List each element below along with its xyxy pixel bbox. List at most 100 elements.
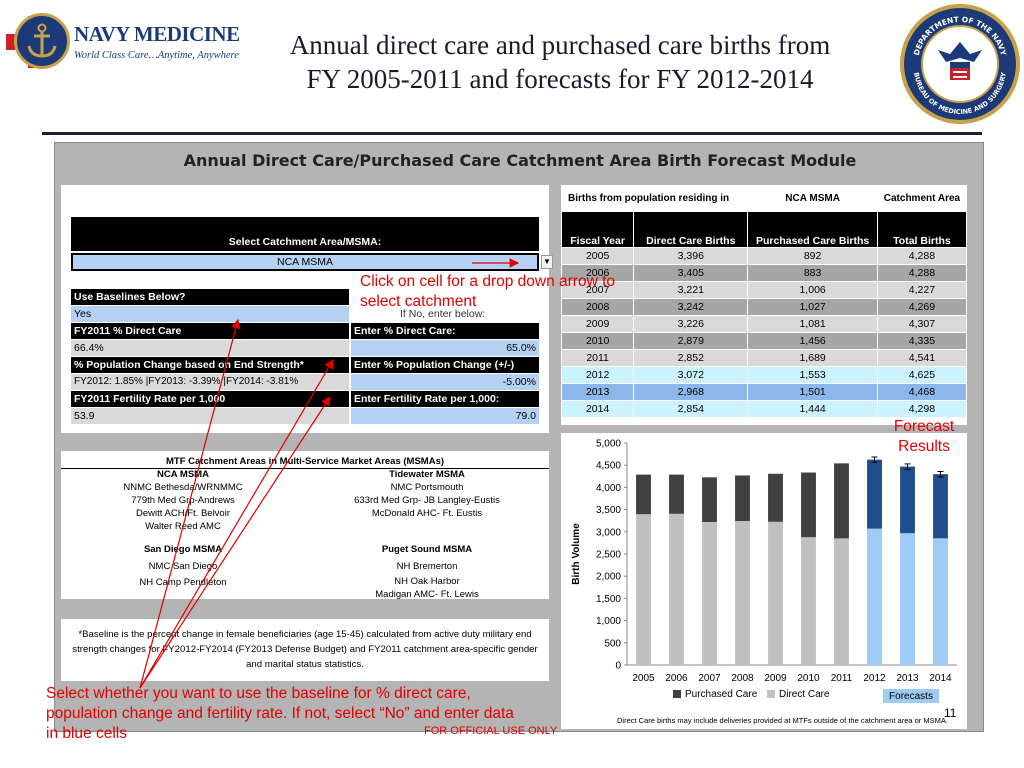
nca-msma-title: NCA MSMA [157, 469, 209, 480]
cell-year: 2010 [560, 332, 635, 350]
cell-purchased: 1,501 [747, 383, 878, 401]
births-header-area: NCA MSMA [747, 185, 878, 212]
direct-care-bar [768, 521, 783, 665]
y-axis-label: Birth Volume [571, 523, 582, 585]
direct-care-bar [702, 521, 717, 665]
cell-direct: 2,854 [633, 400, 749, 418]
cell-total: 4,288 [876, 264, 968, 282]
cell-direct: 2,968 [633, 383, 749, 401]
cell-purchased: 1,444 [747, 400, 878, 418]
list-item: NH Camp Pendleton [139, 577, 227, 588]
direct-care-bar [867, 528, 882, 665]
y-tick-label: 4,000 [596, 483, 621, 494]
y-tick-label: 3,000 [596, 527, 621, 538]
direct-care-value: 66.4% [71, 340, 349, 356]
y-tick-label: 2,500 [596, 550, 621, 561]
x-tick-label: 2008 [731, 673, 754, 684]
purchased-care-bar [933, 474, 948, 539]
puget-sound-msma-title: Puget Sound MSMA [381, 544, 473, 555]
list-item: 633rd Med Grp- JB Langley-Eustis [354, 495, 500, 506]
purchased-care-bar [900, 466, 915, 534]
list-item: NMC San Diego [148, 561, 218, 572]
births-header-label: Births from population residing in [560, 185, 749, 212]
baseline-callout: Select whether you want to use the basel… [46, 685, 514, 742]
cell-direct: 3,396 [633, 247, 749, 265]
enter-fert-label: Enter Fertility Rate per 1,000: [351, 391, 539, 407]
y-tick-label: 0 [615, 661, 621, 672]
table-row: 2009 3,226 1,081 4,307 [560, 315, 968, 333]
purchased-care-bar [834, 463, 849, 539]
forecast-callout: Forecast Results [893, 418, 955, 455]
purchased-care-bar [636, 474, 651, 515]
direct-care-bar [933, 538, 948, 665]
cell-purchased: 1,006 [747, 281, 878, 299]
cell-year: 2009 [560, 315, 635, 333]
list-item: NNMC Bethesda/WRNMMC [123, 482, 243, 493]
x-tick-label: 2012 [863, 673, 886, 684]
list-item: NH Bremerton [396, 561, 458, 572]
col-direct-care: Direct Care Births [633, 211, 749, 248]
cell-year: 2013 [560, 383, 635, 401]
legend-direct-swatch [767, 690, 775, 698]
y-tick-label: 1,000 [596, 616, 621, 627]
title-line-2: FY 2005-2011 and forecasts for FY 2012-2… [306, 64, 814, 94]
brand-name: NAVY MEDICINE [74, 22, 240, 46]
list-item: Dewitt ACH/Ft. Belvoir [136, 508, 230, 519]
enter-fert-input[interactable]: 79.0 [351, 408, 539, 424]
direct-care-bar [834, 538, 849, 665]
enter-direct-input[interactable]: 65.0% [351, 340, 539, 356]
legend-forecast-swatch [883, 689, 939, 703]
cell-total: 4,227 [876, 281, 968, 299]
list-item: NH Oak Harbor [394, 576, 460, 587]
anchor-icon [14, 13, 70, 69]
direct-care-bar [900, 533, 915, 665]
puget-sound-msma-list: NH Bremerton NH Oak Harbor Madigan AMC- … [305, 559, 549, 601]
mtf-panel: MTF Catchment Areas in Multi-Service Mar… [61, 451, 549, 601]
enter-pop-input[interactable]: -5.00% [351, 374, 539, 390]
dropdown-arrow-icon[interactable]: ▼ [541, 255, 553, 269]
fertility-label: FY2011 Fertility Rate per 1,000 [71, 391, 349, 407]
x-tick-label: 2007 [698, 673, 721, 684]
purchased-care-bar [801, 472, 816, 538]
use-baselines-select[interactable]: Yes [71, 306, 349, 322]
x-tick-label: 2010 [797, 673, 820, 684]
tidewater-msma-title: Tidewater MSMA [389, 469, 465, 480]
direct-care-bar [669, 513, 684, 665]
cell-total: 4,298 [876, 400, 968, 418]
baseline-note-panel: *Baseline is the percent change in femal… [61, 619, 549, 681]
direct-care-bar [801, 537, 816, 665]
arrow-to-population [139, 358, 334, 689]
cell-year: 2008 [560, 298, 635, 316]
brand-tagline: World Class Care…Anytime, Anywhere [74, 50, 239, 61]
y-tick-label: 5,000 [596, 439, 621, 450]
arrow-to-fertility [139, 395, 331, 689]
navy-medicine-logo: NAVY MEDICINE World Class Care…Anytime, … [6, 8, 240, 72]
table-row: 2012 3,072 1,553 4,625 [560, 366, 968, 384]
purchased-care-bar [702, 477, 717, 522]
use-baselines-label: Use Baselines Below? [71, 289, 349, 305]
cell-purchased: 1,456 [747, 332, 878, 350]
purchased-care-bar [669, 474, 684, 514]
baseline-footnote: *Baseline is the percent change in femal… [72, 629, 538, 670]
select-area-label: Select Catchment Area/MSMA: [71, 217, 539, 251]
cell-direct: 3,072 [633, 366, 749, 384]
cell-total: 4,269 [876, 298, 968, 316]
slide-title: Annual direct care and purchased care bi… [215, 28, 905, 96]
table-row: 2005 3,396 892 4,288 [560, 247, 968, 265]
input-panel: Select Catchment Area/MSMA: NCA MSMA ▼ U… [61, 185, 553, 433]
direct-care-label: FY2011 % Direct Care [71, 323, 349, 339]
y-tick-label: 4,500 [596, 461, 621, 472]
x-tick-label: 2011 [831, 673, 853, 684]
title-line-1: Annual direct care and purchased care bi… [289, 30, 831, 60]
table-row: 2008 3,242 1,027 4,269 [560, 298, 968, 316]
cell-direct: 3,226 [633, 315, 749, 333]
catchment-select[interactable]: NCA MSMA [71, 253, 539, 271]
module-title: Annual Direct Care/Purchased Care Catchm… [183, 151, 857, 170]
chart-footnote: Direct Care births may include deliverie… [617, 716, 948, 725]
x-tick-label: 2013 [896, 673, 919, 684]
y-tick-label: 2,000 [596, 572, 621, 583]
cell-total: 4,288 [876, 247, 968, 265]
header-divider [42, 132, 982, 135]
cell-total: 4,335 [876, 332, 968, 350]
